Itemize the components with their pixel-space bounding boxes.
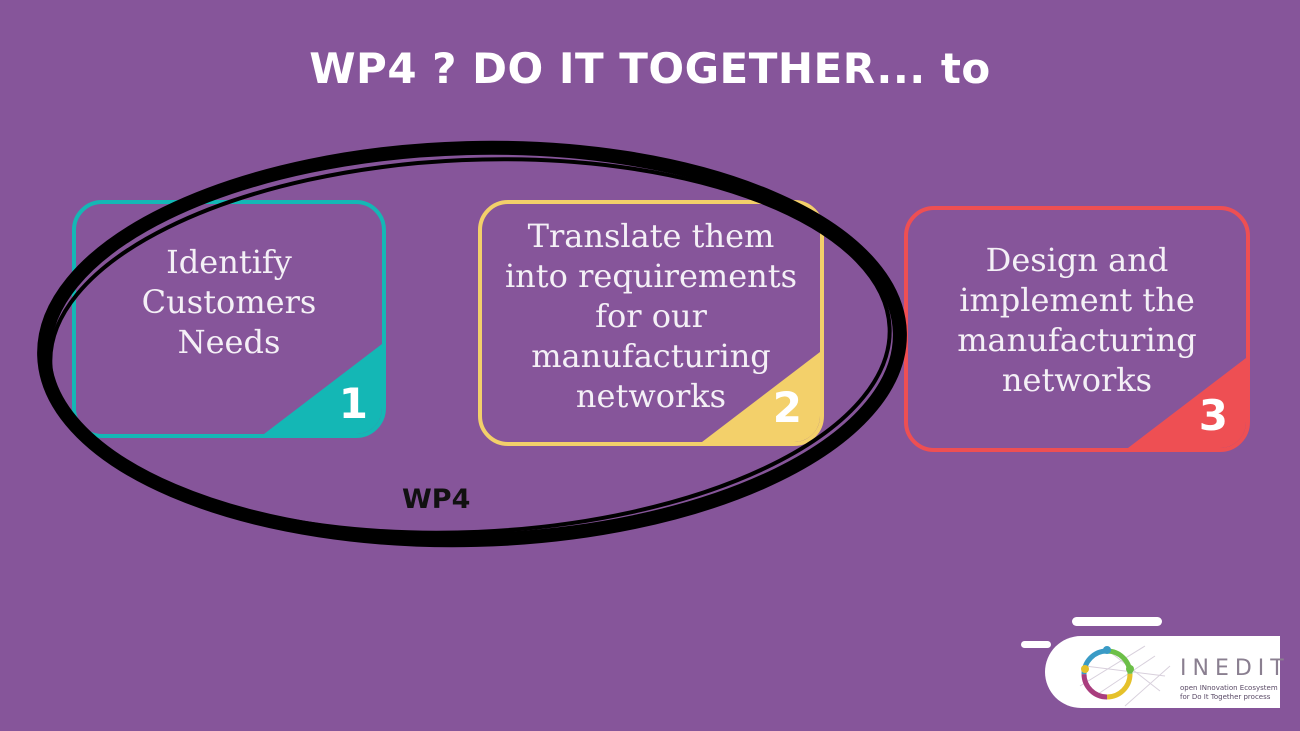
step-card-2: Translate them into requirements for our… (478, 200, 824, 446)
step-card-1-text: Identify Customers Needs (141, 243, 317, 361)
ellipse-label: WP4 (402, 484, 471, 515)
step-card-1-corner (264, 344, 382, 434)
step-number-2: 2 (772, 383, 802, 432)
step-card-3-corner (1128, 358, 1246, 448)
step-card-1: Identify Customers Needs 1 (72, 200, 386, 438)
step-card-3-text: Design and implement the manufacturing n… (957, 241, 1197, 399)
inedit-logo: INEDIT open INnovation Ecosystem for Do … (1045, 636, 1284, 708)
logo-title: INEDIT (1180, 656, 1290, 681)
step-card-3: Design and implement the manufacturing n… (904, 206, 1250, 452)
network-logo-icon (1079, 645, 1171, 707)
step-number-1: 1 (338, 379, 368, 428)
decorative-bar (1072, 617, 1162, 626)
slide-title: WP4 ? DO IT TOGETHER... to (309, 44, 991, 93)
decorative-bar (1021, 641, 1051, 648)
step-card-2-corner (702, 352, 820, 442)
logo-tagline: open INnovation Ecosystem for Do It Toge… (1180, 684, 1278, 701)
step-number-3: 3 (1198, 391, 1228, 440)
step-card-2-text: Translate them into requirements for our… (504, 217, 798, 415)
